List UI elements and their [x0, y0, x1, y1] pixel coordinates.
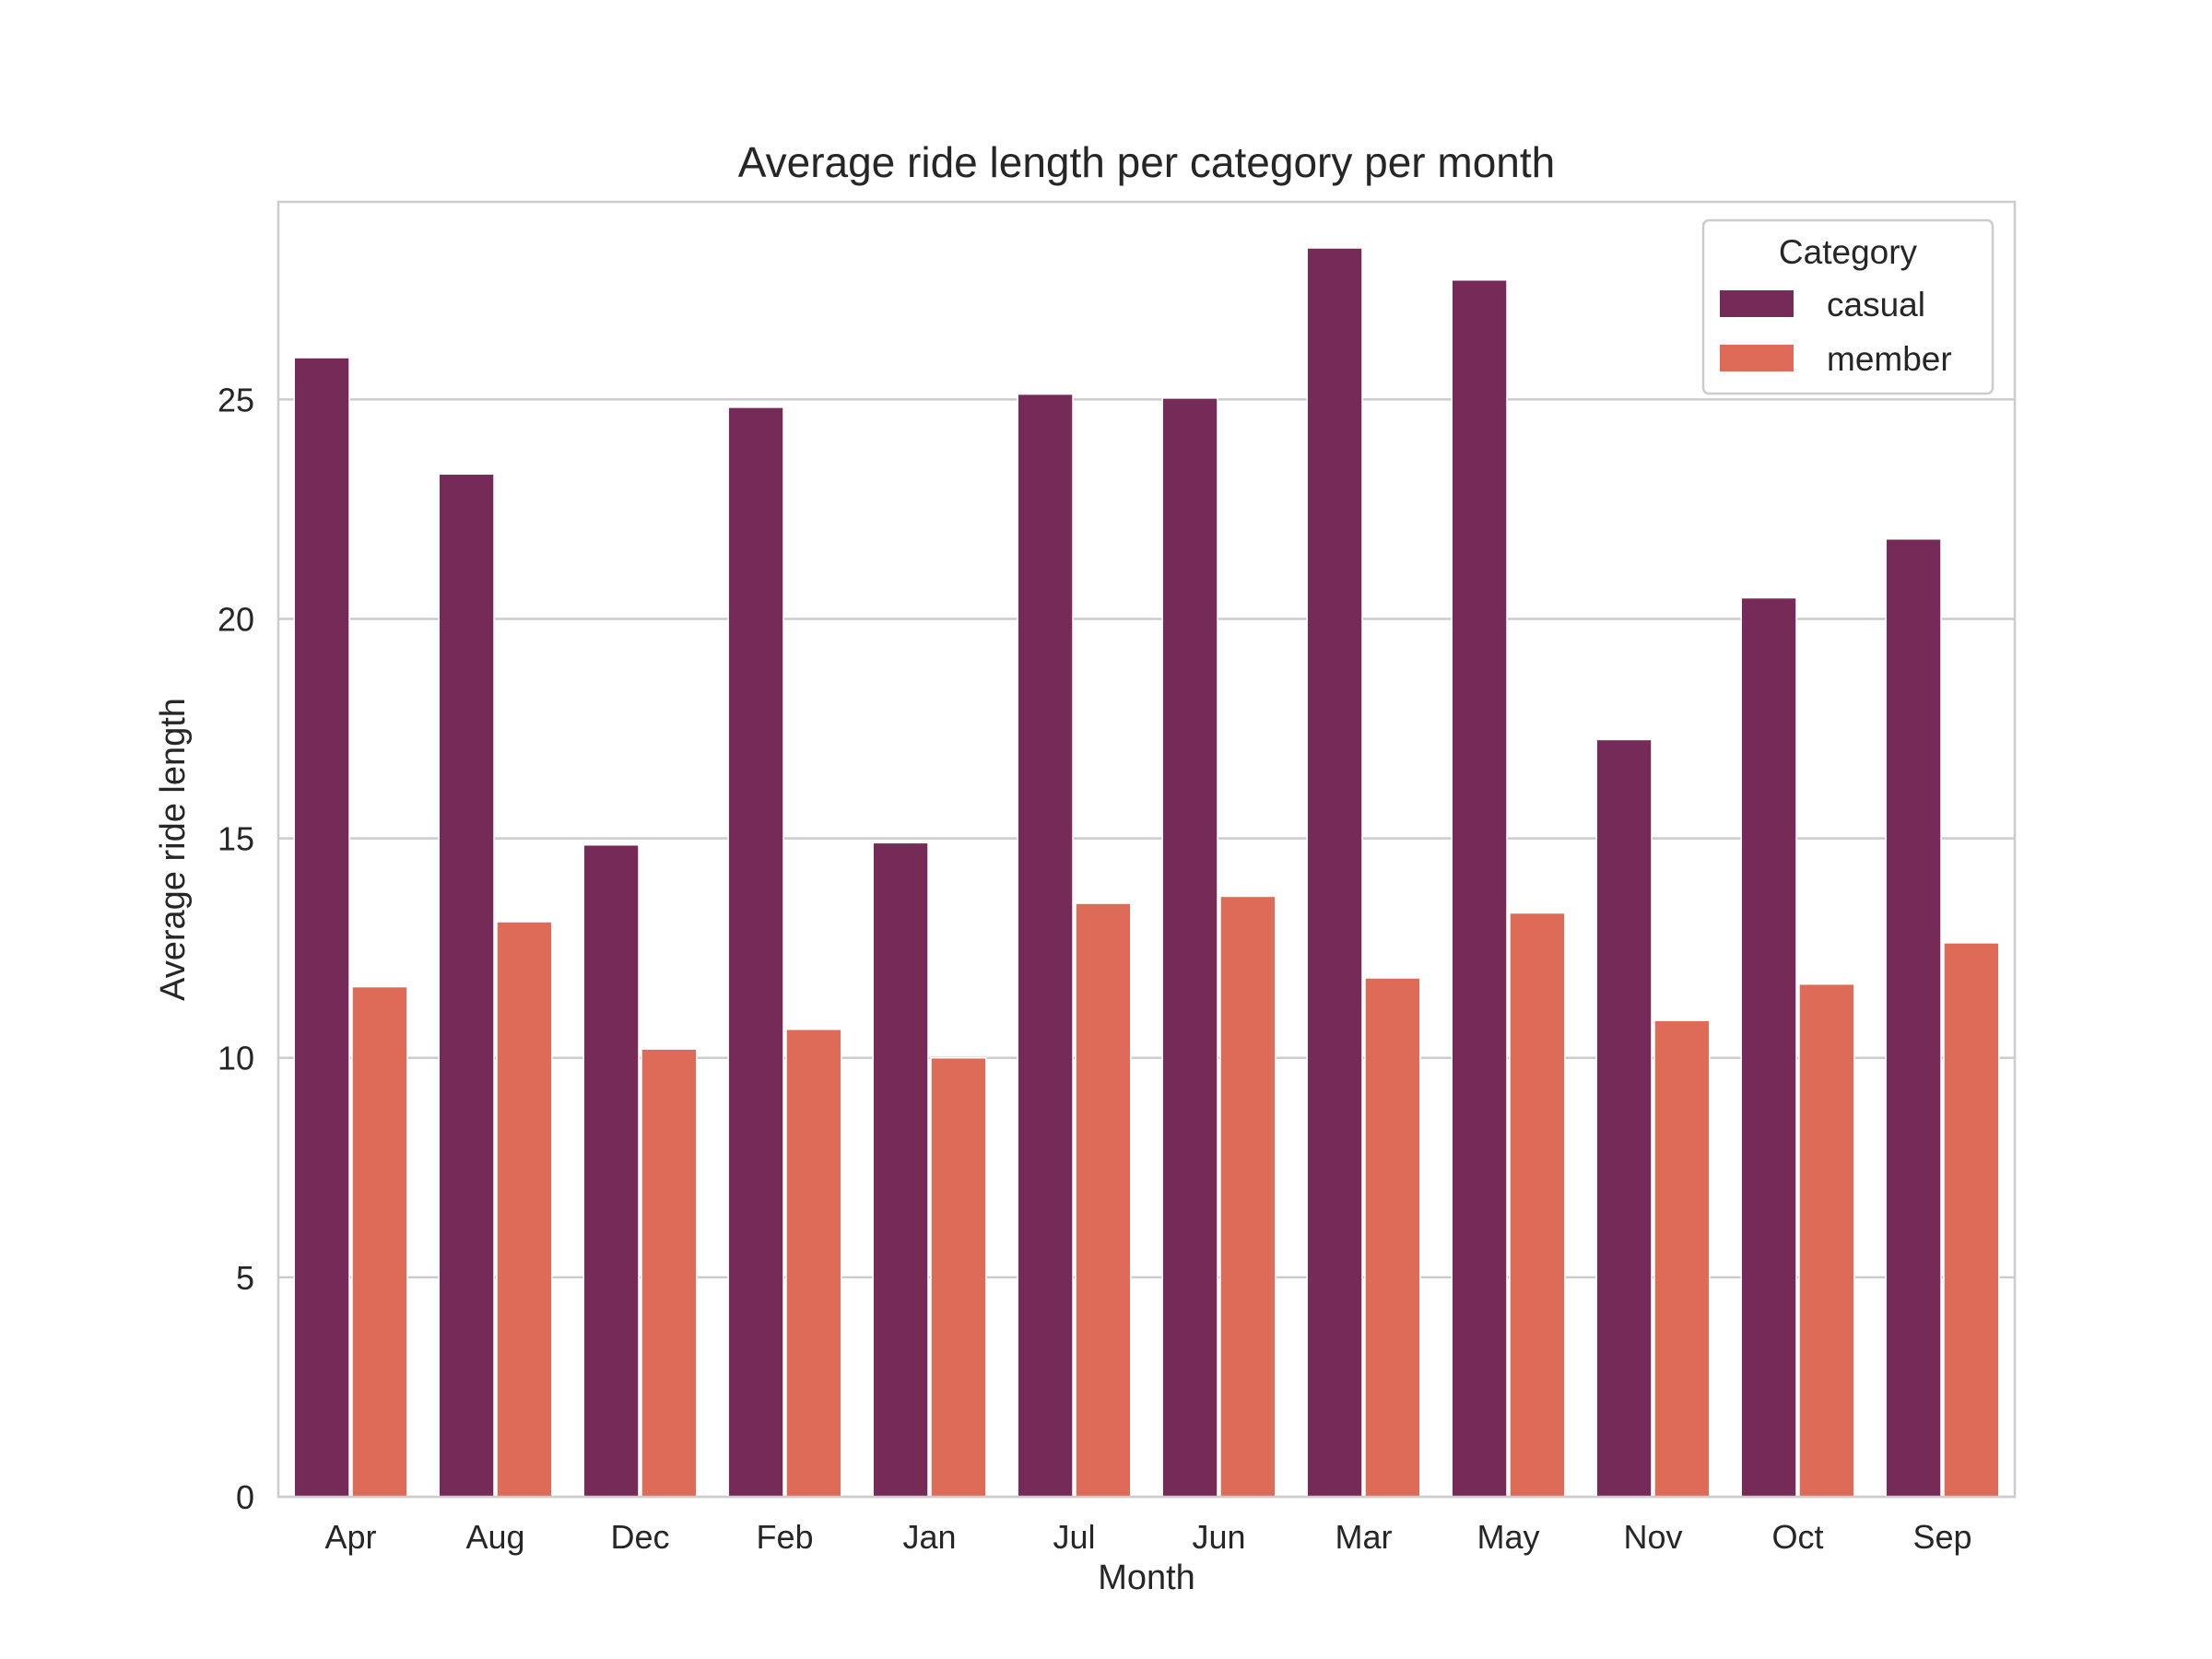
legend: Category casual member: [1701, 218, 1994, 395]
legend-swatch-member: [1720, 345, 1794, 371]
bar-member-nov: [1653, 1019, 1711, 1498]
bar-member-mar: [1364, 977, 1421, 1498]
x-tick-label: Sep: [1912, 1518, 1971, 1556]
x-tick-label: Feb: [756, 1518, 813, 1556]
bar-member-jul: [1075, 902, 1132, 1498]
bar-casual-apr: [293, 357, 350, 1498]
y-tick-label: 10: [218, 1040, 254, 1077]
x-tick-label: Apr: [324, 1518, 376, 1556]
x-tick-label: Aug: [465, 1518, 524, 1556]
x-tick-label: Dec: [610, 1518, 669, 1556]
bar-member-aug: [496, 921, 553, 1498]
bar-member-oct: [1798, 982, 1855, 1498]
bar-member-jan: [930, 1056, 987, 1498]
bar-member-feb: [785, 1029, 842, 1498]
x-axis-label: Month: [1098, 1559, 1195, 1597]
bar-member-apr: [351, 985, 408, 1498]
bar-casual-sep: [1885, 538, 1942, 1498]
plot-frame: [276, 200, 2017, 1499]
bar-casual-nov: [1595, 738, 1653, 1498]
bar-member-may: [1509, 912, 1566, 1498]
y-tick-label: 20: [218, 600, 254, 638]
x-tick-labels: Apr Aug Dec Feb Jan Jul Jun Mar May Nov Oct Sep: [324, 1518, 1971, 1556]
x-tick-label: Jan: [902, 1518, 956, 1556]
x-tick-label: May: [1477, 1518, 1539, 1556]
bar-casual-jan: [872, 841, 929, 1498]
bar-casual-feb: [727, 406, 784, 1498]
bar-casual-jun: [1161, 397, 1218, 1498]
bars: [293, 247, 2000, 1498]
bar-casual-dec: [582, 843, 640, 1498]
bar-member-dec: [641, 1048, 698, 1498]
chart-title: Average ride length per category per mon…: [738, 138, 1555, 186]
y-tick-label: 0: [236, 1478, 254, 1516]
legend-label-casual: casual: [1827, 286, 1925, 324]
x-tick-label: Mar: [1335, 1518, 1393, 1556]
y-tick-label: 25: [218, 381, 254, 418]
bar-casual-jul: [1017, 393, 1074, 1498]
bar-member-sep: [1943, 942, 2000, 1498]
y-tick-label: 5: [236, 1259, 254, 1297]
x-tick-label: Jun: [1192, 1518, 1245, 1556]
y-tick-label: 15: [218, 820, 254, 858]
x-tick-label: Oct: [1771, 1518, 1823, 1556]
bar-casual-may: [1451, 279, 1508, 1498]
bar-casual-oct: [1740, 596, 1797, 1498]
bar-casual-mar: [1306, 247, 1363, 1498]
legend-label-member: member: [1827, 340, 1952, 378]
x-tick-label: Jul: [1053, 1518, 1095, 1556]
bar-casual-aug: [438, 473, 495, 1498]
bar-member-jun: [1219, 895, 1277, 1498]
y-axis-label: Average ride length: [154, 698, 193, 1001]
y-tick-labels: 0 5 10 15 20 25: [218, 381, 254, 1516]
legend-swatch-casual: [1720, 290, 1794, 317]
legend-items: casual member: [1720, 286, 1952, 378]
x-tick-label: Nov: [1623, 1518, 1682, 1556]
legend-title: Category: [1779, 233, 1918, 271]
